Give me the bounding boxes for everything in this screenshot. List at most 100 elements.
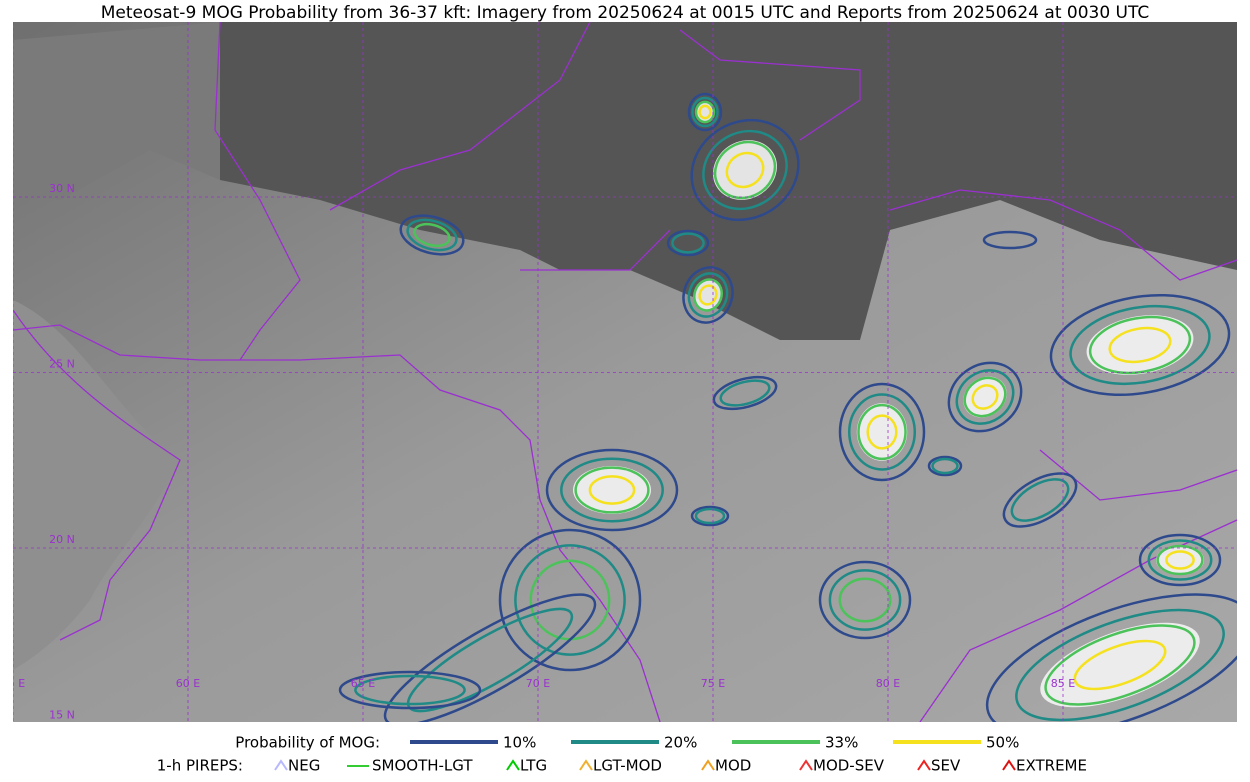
contour [838, 382, 926, 482]
storm-cell [985, 593, 1237, 722]
contour [574, 466, 650, 514]
contour [1147, 539, 1213, 581]
contour [529, 559, 611, 641]
pirep-label: EXTREME [1016, 757, 1087, 775]
contour [413, 222, 451, 248]
legend-label: 50% [986, 734, 1019, 752]
storm-cell [338, 670, 482, 710]
contour [1044, 624, 1196, 706]
lon-label: 60 E [176, 677, 200, 690]
contour [666, 229, 710, 257]
contour [1073, 639, 1167, 691]
map: 55 E 60 E 65 E 70 E 75 E 80 E 85 E 30 N 25 N 20 N… [1, 22, 1237, 722]
storm-cell [1002, 472, 1078, 528]
contour [985, 593, 1237, 722]
contours [338, 92, 1237, 722]
legend-label: 20% [664, 734, 697, 752]
lon-label: 55 E [1, 677, 25, 690]
contour [947, 361, 1023, 433]
lat-label: 25 N [49, 358, 75, 371]
contour [1010, 478, 1070, 522]
lat-label: 30 N [49, 182, 75, 195]
pirep-symbol [917, 759, 931, 771]
pirep-symbol [799, 759, 813, 771]
contour [1088, 315, 1192, 375]
bright-cloud [712, 140, 778, 200]
contour [702, 129, 788, 211]
bright-cloud [693, 278, 723, 312]
contour [687, 272, 729, 318]
bright-cloud [1156, 545, 1204, 575]
contour [847, 393, 917, 471]
storm-cell [687, 92, 723, 132]
storm-cell [498, 528, 642, 672]
contour [982, 230, 1038, 250]
contour [1015, 608, 1225, 722]
contour [514, 544, 626, 656]
storm-cell [947, 361, 1023, 433]
contour [687, 92, 723, 132]
title: Meteosat-9 MOG Probability from 36-37 kf… [101, 3, 1150, 23]
lon-label: 65 E [351, 677, 375, 690]
contour [1002, 472, 1078, 528]
storm-cell [666, 229, 710, 257]
lat-label: 15 N [49, 709, 75, 722]
bright-cloud [963, 376, 1007, 418]
pirep-label: LGT-MOD [593, 757, 662, 775]
storm-cell [838, 382, 926, 482]
pirep-symbol [579, 759, 593, 771]
contour [691, 96, 719, 128]
legend-title: Probability of MOG: [235, 734, 380, 752]
contour [354, 674, 466, 706]
storm-cell [545, 448, 679, 532]
contour [406, 218, 458, 252]
contour [857, 403, 907, 461]
contour [712, 375, 778, 411]
storm-cell [399, 214, 465, 256]
legend-label: 33% [825, 734, 858, 752]
pirep-label: SMOOTH-LGT [372, 757, 473, 775]
legend-label: 10% [503, 734, 536, 752]
contour [682, 266, 734, 324]
lon-label: 70 E [526, 677, 550, 690]
contour [971, 384, 999, 410]
storm-cell [927, 455, 963, 477]
contour [1156, 544, 1204, 576]
contour [1069, 304, 1211, 386]
pirep-symbol [506, 759, 520, 771]
arabia [13, 300, 180, 670]
contour [963, 376, 1007, 418]
contour [694, 507, 726, 525]
contour [1049, 293, 1231, 397]
pirep-label: MOD [715, 757, 751, 775]
storm-cell [818, 560, 912, 640]
contour [698, 104, 712, 120]
contour [713, 140, 777, 200]
storm-cell [682, 266, 734, 324]
lat-label: 20 N [49, 533, 75, 546]
contour [931, 457, 959, 475]
contour [828, 569, 902, 631]
contour [698, 284, 718, 306]
pireps-title: 1-h PIREPS: [157, 757, 243, 775]
contour [588, 475, 636, 505]
lon-label: 75 E [701, 677, 725, 690]
storm-cell [690, 118, 800, 222]
storm-cell [712, 375, 778, 411]
contour [498, 528, 642, 672]
contour [955, 369, 1015, 425]
bright-cloud [573, 466, 651, 514]
contour [399, 214, 465, 256]
bright-cloud [856, 403, 908, 461]
contour [1108, 326, 1172, 364]
contour [671, 232, 705, 254]
storm-cell [1138, 533, 1222, 587]
storm-cell [982, 230, 1038, 250]
contour [690, 505, 730, 527]
contour [690, 118, 800, 222]
pirep-symbol [1002, 759, 1016, 771]
contour [927, 455, 963, 477]
contour [725, 151, 765, 189]
cloud-band [13, 22, 220, 200]
